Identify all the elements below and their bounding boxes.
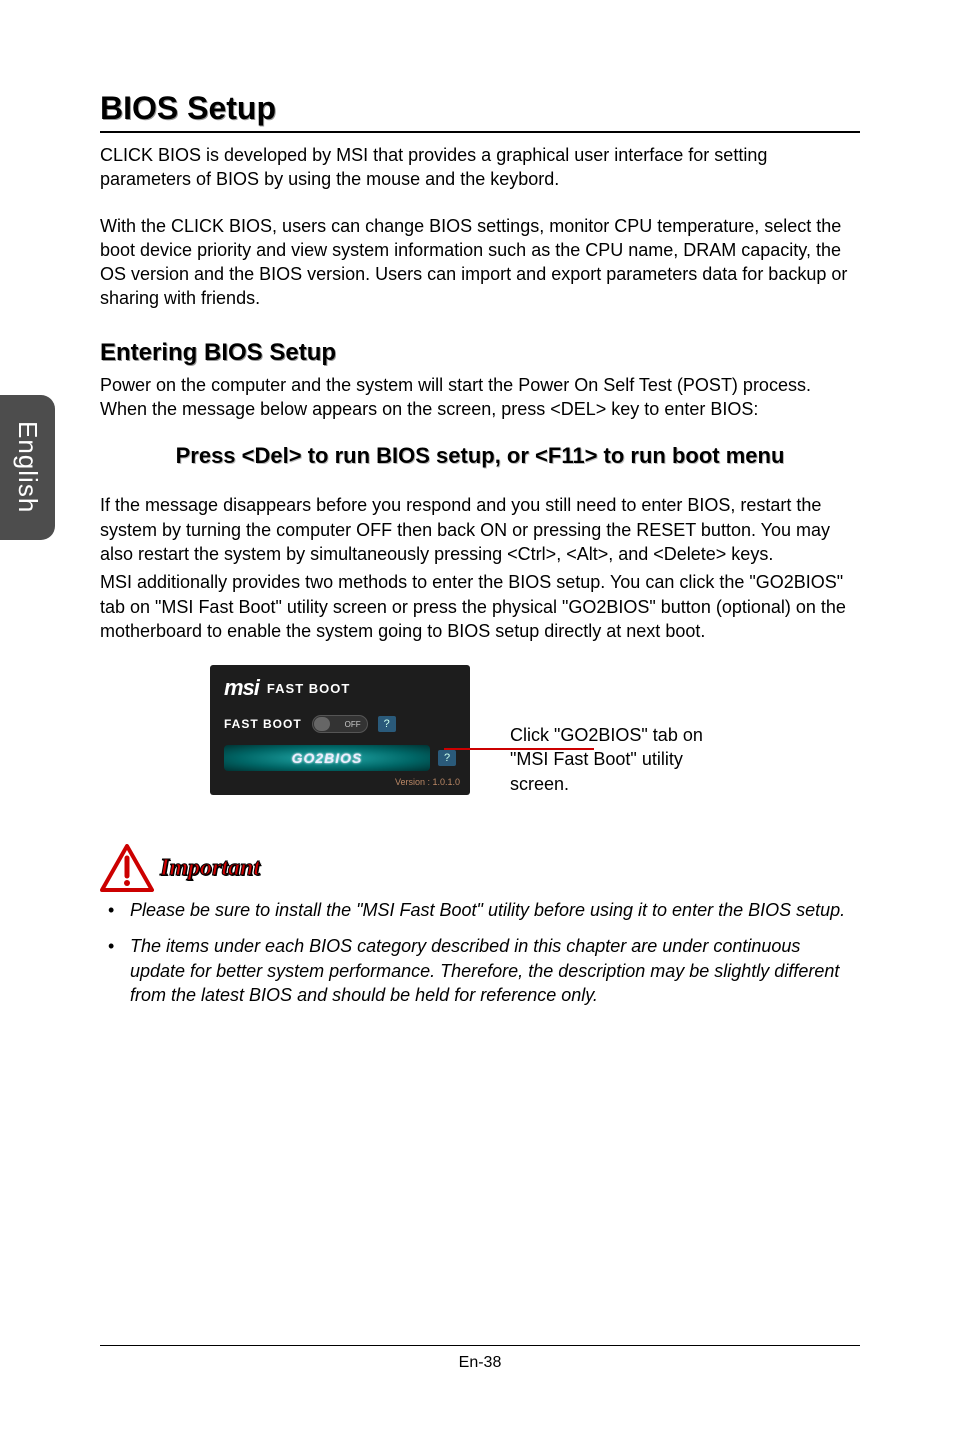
msi-fast-boot-window: msi FAST BOOT FAST BOOT OFF ? GO2BIOS ? … — [210, 665, 470, 795]
fast-boot-toggle[interactable]: OFF — [312, 715, 368, 733]
methods-para: MSI additionally provides two methods to… — [100, 570, 860, 643]
msi-logo: msi — [224, 675, 259, 701]
utility-header: msi FAST BOOT — [210, 665, 470, 709]
important-heading: Important — [100, 844, 860, 892]
toggle-knob — [314, 717, 330, 731]
fast-boot-row: FAST BOOT OFF ? — [210, 709, 470, 743]
toggle-state: OFF — [345, 720, 361, 729]
go2bios-help-button[interactable]: ? — [438, 750, 456, 766]
language-label: English — [12, 421, 43, 513]
warning-icon — [100, 844, 154, 892]
language-tab: English — [0, 395, 55, 540]
fast-boot-label: FAST BOOT — [224, 717, 302, 731]
utility-title: FAST BOOT — [267, 681, 350, 696]
utility-figure: msi FAST BOOT FAST BOOT OFF ? GO2BIOS ? … — [210, 665, 860, 796]
important-list: Please be sure to install the "MSI Fast … — [100, 898, 860, 1007]
important-bullet-1: Please be sure to install the "MSI Fast … — [116, 898, 860, 922]
important-bullet-2: The items under each BIOS category descr… — [116, 934, 860, 1007]
callout-connector — [444, 748, 594, 750]
restart-para: If the message disappears before you res… — [100, 493, 860, 566]
page-number: En-38 — [459, 1354, 502, 1371]
utility-version: Version : 1.0.1.0 — [210, 777, 470, 791]
page-content: BIOS Setup CLICK BIOS is developed by MS… — [100, 90, 860, 1019]
go2bios-button[interactable]: GO2BIOS — [224, 745, 430, 771]
callout-text: Click "GO2BIOS" tab on "MSI Fast Boot" u… — [510, 723, 740, 796]
press-del-line: Press <Del> to run BIOS setup, or <F11> … — [100, 443, 860, 469]
help-button[interactable]: ? — [378, 716, 396, 732]
go2bios-row: GO2BIOS ? — [210, 743, 470, 777]
subheading-entering: Entering BIOS Setup — [100, 339, 860, 367]
entering-para: Power on the computer and the system wil… — [100, 373, 860, 422]
intro-para-2: With the CLICK BIOS, users can change BI… — [100, 214, 860, 311]
important-label: Important — [160, 855, 260, 882]
page-title: BIOS Setup — [100, 90, 860, 133]
page-footer: En-38 — [100, 1345, 860, 1372]
intro-para-1: CLICK BIOS is developed by MSI that prov… — [100, 143, 860, 192]
